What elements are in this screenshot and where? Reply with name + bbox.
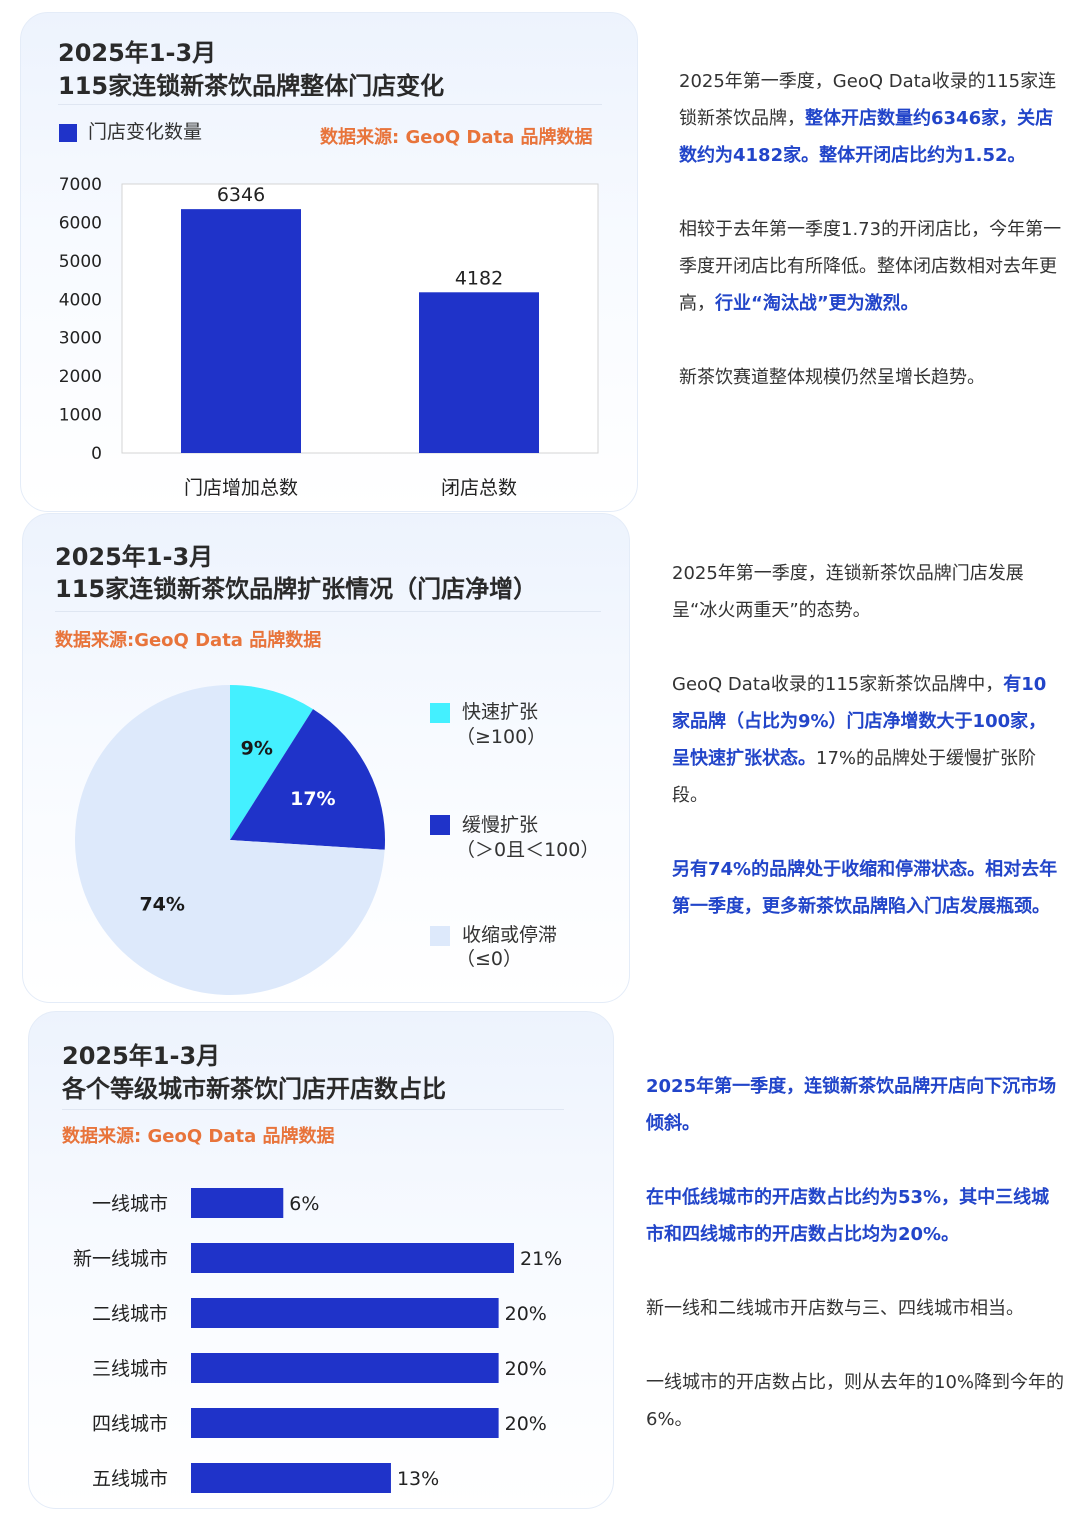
body-text: 一线城市的开店数占比，则从去年的10%降到今年的6%。 <box>646 1372 1065 1430</box>
legend-fast-label: 快速扩张 <box>462 701 539 723</box>
data-label: 20% <box>505 1303 547 1325</box>
description-paragraph: 相较于去年第一季度1.73的开闭店比，今年第一季度开闭店比有所降低。整体闭店数相… <box>679 211 1064 322</box>
y-tick-label: 7000 <box>59 175 102 195</box>
section2-description: 2025年第一季度，连锁新茶饮品牌门店发展呈“冰火两重天”的态势。 GeoQ Da… <box>672 555 1062 925</box>
bar <box>191 1243 514 1273</box>
city-tier-bar-chart: 一线城市 6% 新一线城市 21% 二线城市 20% 三线城市 20% 四线城市 20% 五线城市 1… <box>73 1188 562 1493</box>
section1-legend-swatch <box>59 124 77 142</box>
legend-swatch-fast <box>430 703 450 723</box>
description-paragraph: 2025年第一季度，GeoQ Data收录的115家连锁新茶饮品牌，整体开店数量… <box>679 63 1064 174</box>
description-paragraph: 2025年第一季度，连锁新茶饮品牌门店发展呈“冰火两重天”的态势。 <box>672 555 1062 629</box>
y-tick-label: 6000 <box>59 213 102 233</box>
legend-slow-range: （＞0且＜100） <box>456 839 600 861</box>
y-tick-label: 0 <box>91 444 102 464</box>
category-label: 五线城市 <box>92 1468 168 1490</box>
legend-shrink-label: 收缩或停滞 <box>462 924 558 946</box>
bar <box>191 1408 499 1438</box>
highlight-text: 行业“淘汰战”更为激烈。 <box>715 293 919 314</box>
description-paragraph: 2025年第一季度，连锁新茶饮品牌开店向下沉市场倾斜。 <box>646 1068 1066 1142</box>
slice-label: 74% <box>139 894 184 916</box>
section1-description: 2025年第一季度，GeoQ Data收录的115家连锁新茶饮品牌，整体开店数量… <box>679 63 1064 396</box>
category-label: 三线城市 <box>92 1358 168 1380</box>
category-label: 新一线城市 <box>73 1248 168 1270</box>
pie-slice <box>230 709 386 850</box>
y-tick-label: 3000 <box>59 329 102 349</box>
section1-title: 115家连锁新茶饮品牌整体门店变化 <box>58 72 445 100</box>
highlight-text: 整体开店数量约6346家，关店数约为4182家。整体开闭店比约为1.52。 <box>679 108 1054 166</box>
pie-slice <box>230 685 314 840</box>
x-tick-label: 闭店总数 <box>441 477 517 499</box>
description-paragraph: 另有74%的品牌处于收缩和停滞状态。相对去年第一季度，更多新茶饮品牌陷入门店发展… <box>672 851 1062 925</box>
data-label: 6% <box>289 1193 319 1215</box>
legend-fast-range: （≥100） <box>456 726 547 748</box>
bar <box>191 1188 284 1218</box>
highlight-text: 在中低线城市的开店数占比约为53%，其中三线城市和四线城市的开店数占比均为20%… <box>646 1187 1050 1245</box>
y-tick-label: 2000 <box>59 367 102 387</box>
description-paragraph: 一线城市的开店数占比，则从去年的10%降到今年的6%。 <box>646 1364 1066 1438</box>
store-change-bar-chart: 0 1000 2000 3000 4000 5000 6000 7000 6346 门店增加总数 4… <box>59 175 599 499</box>
data-label: 20% <box>505 1358 547 1380</box>
legend-shrink-range: （≤0） <box>456 948 523 970</box>
legend-swatch-shrink <box>430 926 450 946</box>
body-text: 新茶饮赛道整体规模仍然呈增长趋势。 <box>679 367 985 388</box>
y-tick-label: 1000 <box>59 406 102 426</box>
body-text: 17%的品牌处于缓慢扩张阶段。 <box>672 748 1037 806</box>
data-label: 20% <box>505 1413 547 1435</box>
section3-description: 2025年第一季度，连锁新茶饮品牌开店向下沉市场倾斜。 在中低线城市的开店数占比约… <box>646 1068 1066 1438</box>
section3-divider <box>62 1109 564 1110</box>
section2-source: 数据来源:GeoQ Data 品牌数据 <box>55 630 322 651</box>
y-tick-label: 5000 <box>59 252 102 272</box>
section3-title: 各个等级城市新茶饮门店开店数占比 <box>62 1075 446 1103</box>
description-paragraph: 在中低线城市的开店数占比约为53%，其中三线城市和四线城市的开店数占比均为20%… <box>646 1179 1066 1253</box>
bar <box>191 1353 499 1383</box>
pie-slice <box>75 685 385 995</box>
section1-divider <box>58 104 602 105</box>
section2-divider <box>55 611 601 612</box>
highlight-text: 2025年第一季度，连锁新茶饮品牌开店向下沉市场倾斜。 <box>646 1076 1057 1134</box>
description-paragraph: 新茶饮赛道整体规模仍然呈增长趋势。 <box>679 359 1064 396</box>
x-tick-label: 门店增加总数 <box>184 477 298 499</box>
data-label: 4182 <box>455 267 503 289</box>
body-text: 2025年第一季度，GeoQ Data收录的115家连锁新茶饮品牌， <box>679 71 1057 129</box>
data-label: 13% <box>397 1468 439 1490</box>
section1-source: 数据来源: GeoQ Data 品牌数据 <box>320 127 593 148</box>
slice-label: 9% <box>241 738 273 760</box>
slice-label: 17% <box>290 788 335 810</box>
body-text: 新一线和二线城市开店数与三、四线城市相当。 <box>646 1298 1024 1319</box>
legend-swatch-slow <box>430 815 450 835</box>
body-text: GeoQ Data收录的115家新茶饮品牌中， <box>672 674 1004 695</box>
section1-date: 2025年1-3月 <box>58 39 217 67</box>
bar <box>419 292 539 453</box>
body-text: 相较于去年第一季度1.73的开闭店比，今年第一季度开闭店比有所降低。整体闭店数相… <box>679 219 1062 314</box>
section1-legend-label: 门店变化数量 <box>88 121 203 143</box>
bar <box>181 209 301 453</box>
highlight-text: 有10家品牌（占比为9%）门店净增数大于100家，呈快速扩张状态。 <box>672 674 1047 769</box>
section3-date: 2025年1-3月 <box>62 1042 221 1070</box>
y-tick-label: 4000 <box>59 290 102 310</box>
legend-slow-label: 缓慢扩张 <box>462 814 539 836</box>
category-label: 一线城市 <box>92 1193 168 1215</box>
description-paragraph: 新一线和二线城市开店数与三、四线城市相当。 <box>646 1290 1066 1327</box>
section3-source: 数据来源: GeoQ Data 品牌数据 <box>62 1126 335 1147</box>
data-label: 6346 <box>217 184 265 206</box>
expansion-pie-chart: 9% 17% 74% <box>75 685 386 995</box>
category-label: 四线城市 <box>92 1413 168 1435</box>
highlight-text: 另有74%的品牌处于收缩和停滞状态。相对去年第一季度，更多新茶饮品牌陷入门店发展… <box>672 859 1058 917</box>
data-label: 21% <box>520 1248 562 1270</box>
description-paragraph: GeoQ Data收录的115家新茶饮品牌中，有10家品牌（占比为9%）门店净增… <box>672 666 1062 814</box>
category-label: 二线城市 <box>92 1303 168 1325</box>
bar <box>191 1298 499 1328</box>
section2-title: 115家连锁新茶饮品牌扩张情况（门店净增） <box>55 575 538 603</box>
bar <box>191 1463 391 1493</box>
body-text: 2025年第一季度，连锁新茶饮品牌门店发展呈“冰火两重天”的态势。 <box>672 563 1024 621</box>
section2-date: 2025年1-3月 <box>55 543 214 571</box>
